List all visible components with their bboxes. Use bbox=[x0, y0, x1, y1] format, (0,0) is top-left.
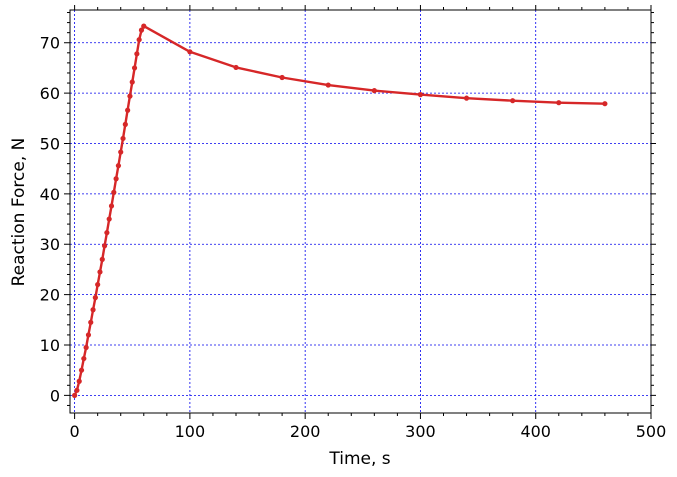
data-point bbox=[141, 23, 147, 29]
data-point bbox=[85, 332, 92, 338]
grid-lines bbox=[70, 10, 652, 413]
x-tick-label: 500 bbox=[636, 422, 667, 441]
x-tick-label: 200 bbox=[290, 422, 321, 441]
data-point bbox=[131, 65, 138, 71]
data-point bbox=[90, 307, 96, 313]
data-point bbox=[108, 203, 115, 209]
data-point bbox=[88, 319, 94, 325]
data-point bbox=[129, 79, 135, 85]
data-point bbox=[72, 392, 78, 398]
data-point bbox=[78, 367, 85, 373]
data-point bbox=[113, 176, 119, 182]
y-tick-label: 50 bbox=[40, 134, 60, 153]
plot-frame bbox=[69, 9, 652, 414]
data-point bbox=[138, 27, 145, 33]
y-tick-label: 30 bbox=[40, 235, 60, 254]
data-point bbox=[417, 92, 424, 98]
data-point bbox=[463, 95, 470, 101]
data-point bbox=[233, 64, 239, 71]
data-point bbox=[76, 378, 82, 384]
data-point bbox=[99, 256, 105, 262]
data-point bbox=[118, 149, 124, 155]
data-point bbox=[92, 295, 98, 301]
data-point bbox=[602, 101, 608, 107]
y-tick-label: 20 bbox=[40, 286, 60, 305]
data-series bbox=[72, 23, 608, 398]
data-point bbox=[81, 355, 87, 362]
data-point bbox=[325, 82, 331, 88]
y-tick-label: 70 bbox=[40, 34, 60, 53]
y-tick-label: 60 bbox=[40, 84, 60, 103]
data-point bbox=[83, 344, 89, 351]
x-tick-label: 0 bbox=[70, 422, 80, 441]
data-point bbox=[115, 163, 122, 169]
axis-ticks bbox=[64, 5, 656, 419]
x-tick-label: 100 bbox=[175, 422, 206, 441]
data-point bbox=[187, 49, 193, 55]
x-axis-label: Time, s bbox=[328, 449, 390, 469]
y-axis-label: Reaction Force, N bbox=[9, 138, 29, 287]
tick-labels: 0 100 200 300 400 500 0 10 20 30 40 50 60 70 bbox=[40, 34, 667, 441]
data-point bbox=[279, 74, 285, 81]
data-point bbox=[95, 281, 101, 288]
data-point bbox=[556, 100, 562, 106]
series-line bbox=[73, 24, 605, 396]
y-tick-label: 10 bbox=[40, 336, 60, 355]
data-point bbox=[134, 51, 140, 57]
data-point bbox=[111, 189, 117, 195]
data-point bbox=[74, 387, 80, 393]
data-point bbox=[122, 121, 128, 127]
data-point bbox=[101, 243, 108, 249]
x-tick-label: 400 bbox=[520, 422, 551, 441]
y-tick-label: 0 bbox=[50, 386, 60, 405]
x-tick-label: 300 bbox=[405, 422, 436, 441]
y-tick-label: 40 bbox=[40, 185, 60, 204]
data-point bbox=[106, 216, 112, 222]
data-point bbox=[510, 98, 516, 104]
data-point bbox=[97, 269, 103, 275]
data-point bbox=[127, 93, 133, 99]
data-point bbox=[104, 230, 110, 236]
data-point bbox=[371, 88, 377, 94]
data-point bbox=[125, 107, 131, 113]
data-point bbox=[120, 135, 126, 142]
data-point bbox=[136, 37, 142, 43]
